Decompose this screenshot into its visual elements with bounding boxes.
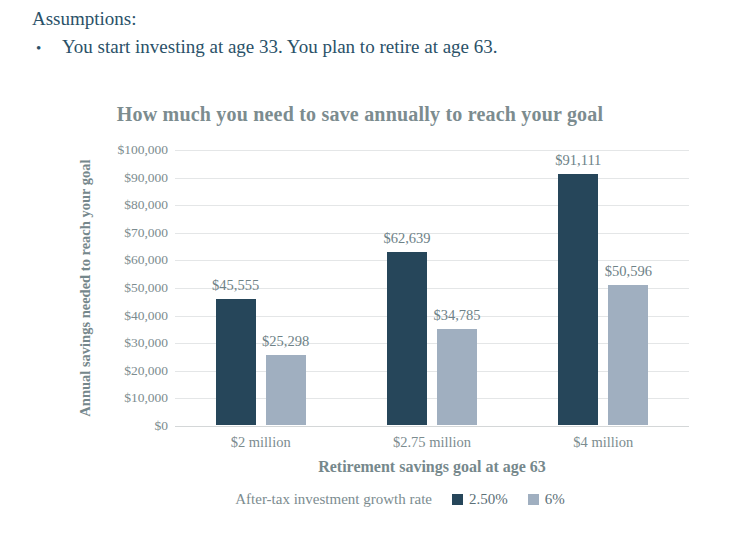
bar-6%-$4 million [608,285,648,425]
y-tick-label: $10,000 [40,390,168,406]
legend-item-2.50%: 2.50% [452,491,508,508]
x-category-label: $2 million [231,434,291,451]
legend-title: After-tax investment growth rate [235,491,432,508]
x-category-label: $4 million [573,434,633,451]
x-category-label: $2.75 million [393,434,471,451]
x-axis-title: Retirement savings goal at age 63 [175,458,689,476]
bar-data-label: $50,596 [605,263,652,280]
bar-data-label: $62,639 [383,230,430,247]
x-axis-labels: $2 million $2.75 million $4 million [175,434,689,454]
legend-item-label: 2.50% [469,491,508,508]
chart-title: How much you need to save annually to re… [60,103,660,126]
y-tick-label: $40,000 [40,308,168,324]
bar-2.50%-$4 million [558,174,598,425]
legend: After-tax investment growth rate 2.50% 6% [120,491,680,508]
y-tick-label: $0 [40,418,168,434]
assumptions-heading: Assumptions: [32,8,137,30]
x-axis-line [175,426,689,427]
gridline [175,205,689,206]
assumption-text: You start investing at age 33. You plan … [62,36,498,60]
bar-data-label: $91,111 [555,152,601,169]
y-tick-label: $60,000 [40,252,168,268]
legend-items: 2.50% 6% [452,491,565,508]
gridline [175,233,689,234]
y-axis-ticks: $0$10,000$20,000$30,000$40,000$50,000$60… [40,150,168,426]
legend-swatch-icon [528,494,539,505]
y-tick-label: $50,000 [40,280,168,296]
y-tick-label: $70,000 [40,225,168,241]
legend-swatch-icon [452,494,463,505]
bar-6%-$2 million [266,355,306,425]
y-tick-label: $100,000 [40,142,168,158]
y-tick-label: $20,000 [40,363,168,379]
bar-2.50%-$2 million [216,299,256,425]
y-tick-label: $90,000 [40,170,168,186]
gridline [175,178,689,179]
bar-2.50%-$2.75 million [387,252,427,425]
bar-6%-$2.75 million [437,329,477,425]
bullet-icon: • [36,36,62,60]
bar-data-label: $34,785 [433,307,480,324]
gridline [175,260,689,261]
page: Assumptions: • You start investing at ag… [0,0,730,535]
y-tick-label: $80,000 [40,197,168,213]
assumption-item: • You start investing at age 33. You pla… [36,36,498,60]
bar-data-label: $45,555 [212,277,259,294]
legend-item-6%: 6% [528,491,565,508]
y-tick-label: $30,000 [40,335,168,351]
plot-area: $45,555 $25,298 $62,639 $34,785 $91,111 $50,5… [175,150,689,426]
gridline [175,150,689,151]
legend-item-label: 6% [545,491,565,508]
bar-data-label: $25,298 [262,333,309,350]
